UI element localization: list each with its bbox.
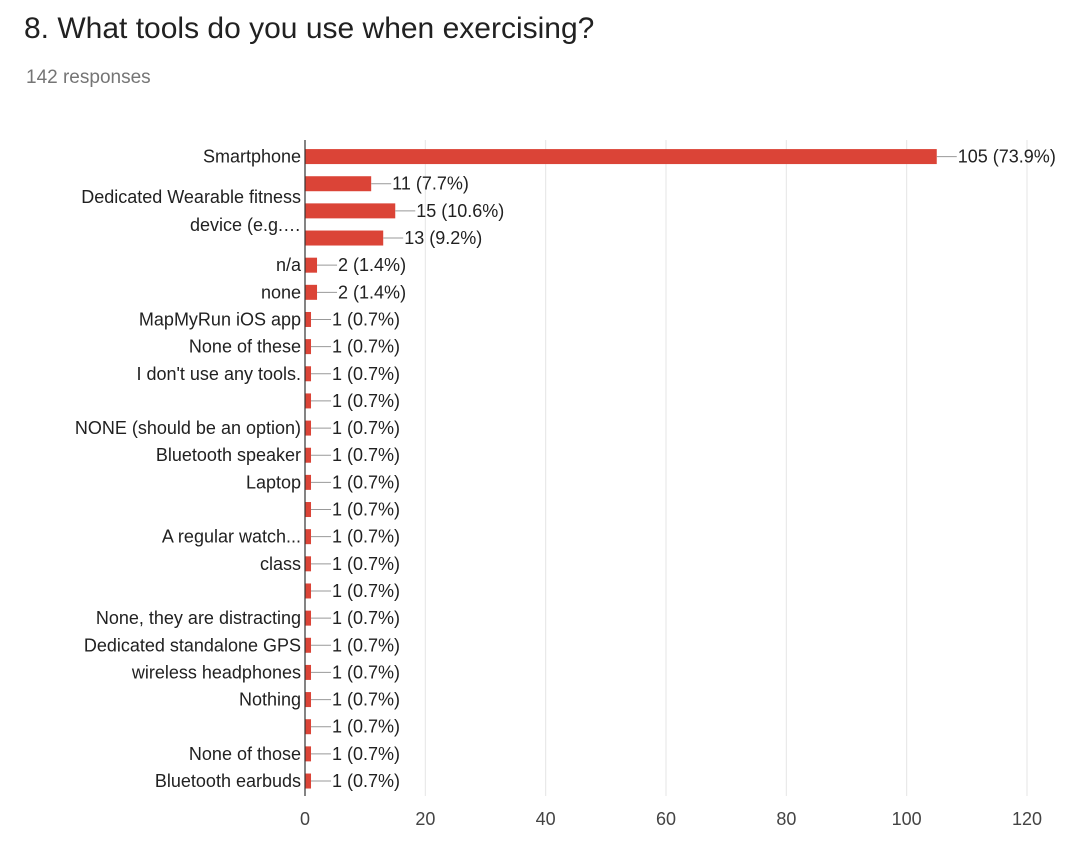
- data-label: 1 (0.7%): [332, 690, 400, 710]
- bar: [305, 366, 312, 382]
- category-label: Bluetooth earbuds: [155, 771, 301, 791]
- x-tick-label: 80: [776, 809, 796, 829]
- category-label: Nothing: [239, 690, 301, 710]
- bar: [305, 610, 312, 626]
- category-label: n/a: [276, 255, 302, 275]
- bar: [305, 719, 312, 735]
- bar: [305, 556, 312, 572]
- category-label: None of these: [189, 337, 301, 357]
- data-label: 1 (0.7%): [332, 364, 400, 384]
- data-label: 1 (0.7%): [332, 581, 400, 601]
- data-label: 105 (73.9%): [958, 147, 1056, 167]
- response-count: 142 responses: [26, 67, 151, 88]
- data-label: 1 (0.7%): [332, 309, 400, 329]
- question-title: 8. What tools do you use when exercising…: [24, 12, 595, 45]
- category-label: NONE (should be an option): [75, 418, 301, 438]
- x-tick-label: 60: [656, 809, 676, 829]
- category-label: Smartphone: [203, 147, 301, 167]
- bar: [305, 447, 312, 463]
- data-label: 1 (0.7%): [332, 635, 400, 655]
- data-label: 1 (0.7%): [332, 554, 400, 574]
- category-label: device (e.g.…: [190, 215, 301, 235]
- category-label: Laptop: [246, 472, 301, 492]
- bar: [305, 176, 372, 192]
- data-label: 1 (0.7%): [332, 771, 400, 791]
- data-label: 1 (0.7%): [332, 337, 400, 357]
- bar: [305, 746, 312, 762]
- x-tick-label: 40: [536, 809, 556, 829]
- bar: [305, 230, 384, 246]
- bar: [305, 393, 312, 409]
- x-tick-label: 120: [1012, 809, 1042, 829]
- category-label: Dedicated standalone GPS: [84, 635, 301, 655]
- data-label: 1 (0.7%): [332, 500, 400, 520]
- category-label: None, they are distracting: [96, 608, 301, 628]
- bar: [305, 339, 312, 355]
- x-tick-label: 100: [892, 809, 922, 829]
- data-label: 2 (1.4%): [338, 255, 406, 275]
- bar: [305, 311, 312, 327]
- bar: [305, 502, 312, 518]
- bar: [305, 664, 312, 680]
- bar: [305, 284, 318, 300]
- data-label: 1 (0.7%): [332, 445, 400, 465]
- bar: [305, 203, 396, 219]
- bar: [305, 474, 312, 490]
- data-label: 13 (9.2%): [404, 228, 482, 248]
- data-label: 15 (10.6%): [416, 201, 504, 221]
- data-label: 1 (0.7%): [332, 717, 400, 737]
- category-label: Bluetooth speaker: [156, 445, 301, 465]
- data-label: 1 (0.7%): [332, 391, 400, 411]
- bar: [305, 637, 312, 653]
- x-tick-label: 0: [300, 809, 310, 829]
- data-label: 1 (0.7%): [332, 472, 400, 492]
- data-label: 1 (0.7%): [332, 527, 400, 547]
- category-label: I don't use any tools.: [136, 364, 301, 384]
- category-label: class: [260, 554, 301, 574]
- bar: [305, 149, 937, 165]
- data-label: 1 (0.7%): [332, 608, 400, 628]
- category-label: None of those: [189, 744, 301, 764]
- bar: [305, 529, 312, 545]
- data-label: 2 (1.4%): [338, 282, 406, 302]
- bar: [305, 257, 318, 273]
- x-tick-label: 20: [415, 809, 435, 829]
- data-label: 1 (0.7%): [332, 418, 400, 438]
- data-label: 1 (0.7%): [332, 744, 400, 764]
- bar: [305, 583, 312, 599]
- category-label: A regular watch...: [162, 527, 301, 547]
- bar: [305, 692, 312, 708]
- bar: [305, 420, 312, 436]
- category-label: wireless headphones: [131, 662, 301, 682]
- category-label: MapMyRun iOS app: [139, 309, 301, 329]
- category-label: none: [261, 282, 301, 302]
- data-label: 1 (0.7%): [332, 662, 400, 682]
- bar: [305, 773, 312, 789]
- category-label: Dedicated Wearable fitness: [81, 187, 301, 207]
- data-label: 11 (7.7%): [392, 174, 469, 194]
